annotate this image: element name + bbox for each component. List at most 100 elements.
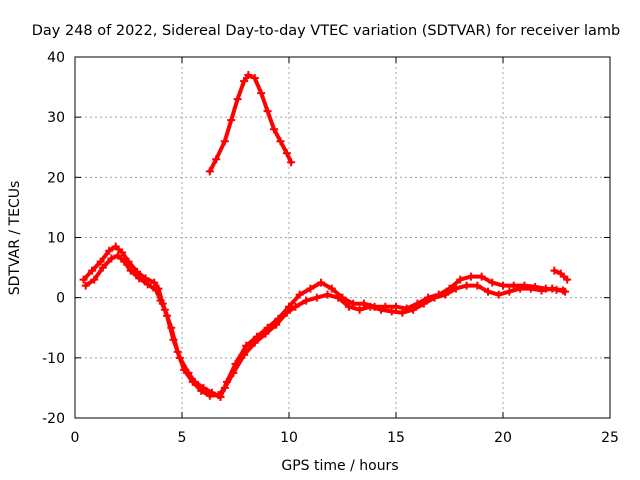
data-point [173, 347, 182, 356]
data-point [257, 89, 266, 98]
data-point [398, 308, 407, 317]
data-point [558, 286, 567, 295]
data-point [550, 266, 559, 275]
data-point [107, 254, 116, 263]
data-point [272, 320, 281, 329]
data-point [499, 281, 507, 290]
data-point [323, 290, 332, 299]
chart-title: Day 248 of 2022, Sidereal Day-to-day VTE… [32, 23, 621, 39]
data-point [387, 307, 396, 316]
data-point [344, 302, 353, 311]
data-point [214, 391, 223, 400]
data-point [359, 299, 368, 308]
data-point [118, 248, 127, 257]
data-point [126, 266, 135, 275]
data-point [233, 95, 242, 104]
y-tick-label: 20 [47, 170, 65, 186]
data-point [419, 299, 428, 308]
data-point [242, 341, 251, 350]
data-point [263, 107, 272, 116]
data-point [548, 284, 557, 293]
data-point [488, 278, 497, 287]
data-point [88, 266, 97, 275]
y-tick-label: 40 [47, 50, 65, 66]
axis-ticks [74, 56, 611, 419]
data-point [441, 290, 450, 299]
data-point [462, 281, 471, 290]
y-tick-labels: -20 -10 0 10 20 30 40 [42, 50, 65, 427]
data-point [240, 77, 249, 86]
data-point [477, 272, 486, 281]
data-point [180, 365, 189, 374]
data-point [282, 149, 291, 158]
data-point [302, 296, 311, 305]
data-point [505, 287, 514, 296]
data-point [160, 305, 169, 314]
data-point [317, 278, 326, 287]
data-point [220, 383, 229, 392]
data-point [306, 284, 315, 293]
data-point [409, 305, 418, 314]
data-point [466, 272, 475, 281]
data-point [270, 125, 279, 134]
data-point [244, 71, 253, 80]
data-point [111, 242, 120, 251]
data-point [229, 368, 238, 377]
series-secondary-arc [205, 71, 296, 176]
data-point [355, 305, 364, 314]
data-point [250, 74, 259, 83]
x-tick-label: 20 [494, 430, 512, 446]
data-point [205, 167, 214, 176]
y-tick-label: -10 [42, 351, 65, 367]
data-point [392, 302, 400, 311]
data-point [220, 137, 229, 146]
data-point [152, 286, 161, 295]
data-point [120, 257, 129, 266]
data-point [327, 284, 336, 293]
series-main-trace-a [79, 242, 570, 401]
data-point [240, 350, 249, 359]
y-tick-label: 10 [47, 231, 65, 247]
data-point [377, 305, 386, 314]
data-point [212, 155, 221, 164]
data-point [312, 293, 321, 302]
data-point [563, 275, 572, 284]
data-point [456, 275, 465, 284]
x-tick-label: 25 [601, 430, 619, 446]
series-line [83, 253, 565, 398]
x-axis-label: GPS time / hours [281, 458, 398, 474]
data-point [167, 323, 176, 332]
series-end-hook [550, 266, 572, 284]
data-point [334, 293, 343, 302]
data-point [150, 278, 159, 287]
data-point [276, 137, 285, 146]
data-point [90, 275, 99, 284]
data-point [484, 287, 493, 296]
data-point [287, 158, 296, 167]
y-tick-label: -20 [42, 411, 65, 427]
data-point [81, 281, 90, 290]
data-point [537, 286, 546, 295]
data-point [291, 302, 300, 311]
data-point [556, 269, 565, 278]
x-tick-label: 0 [71, 430, 80, 446]
y-tick-label: 0 [56, 291, 65, 307]
data-point [227, 116, 236, 125]
data-point [188, 377, 197, 386]
series-main-trace-b [81, 251, 567, 400]
data-point [197, 386, 206, 395]
data-point [156, 296, 165, 305]
data-point [250, 338, 259, 347]
data-point [105, 246, 114, 255]
x-tick-label: 15 [387, 430, 405, 446]
data-point [143, 280, 152, 289]
grid-lines [75, 57, 610, 418]
data-point [473, 281, 482, 290]
data-point [79, 275, 88, 284]
x-tick-labels: 0 5 10 15 20 25 [71, 430, 619, 446]
x-tick-label: 10 [280, 430, 298, 446]
y-tick-label: 30 [47, 110, 65, 126]
data-point [113, 251, 122, 260]
data-point [516, 284, 525, 293]
